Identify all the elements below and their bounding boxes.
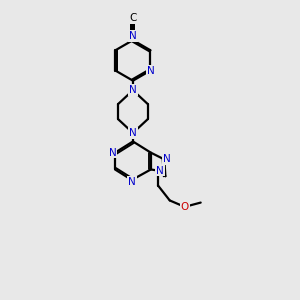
Text: N: N xyxy=(129,31,137,41)
Text: O: O xyxy=(181,202,189,212)
Text: N: N xyxy=(109,148,116,158)
Text: N: N xyxy=(147,65,154,76)
Text: N: N xyxy=(129,128,137,138)
Text: N: N xyxy=(156,166,164,176)
Text: N: N xyxy=(128,177,136,187)
Text: N: N xyxy=(163,154,170,164)
Text: N: N xyxy=(129,85,137,95)
Text: C: C xyxy=(129,13,137,23)
